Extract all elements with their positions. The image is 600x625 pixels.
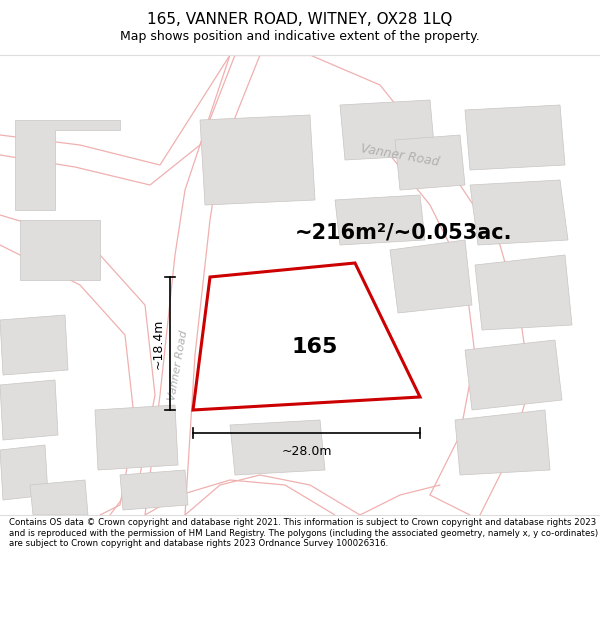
Polygon shape: [455, 410, 550, 475]
Text: Map shows position and indicative extent of the property.: Map shows position and indicative extent…: [120, 30, 480, 43]
Text: Vanner Road: Vanner Road: [167, 329, 189, 401]
Polygon shape: [30, 480, 88, 515]
Polygon shape: [200, 115, 315, 205]
Polygon shape: [470, 180, 568, 245]
Polygon shape: [0, 315, 68, 375]
Polygon shape: [95, 405, 178, 470]
Polygon shape: [475, 255, 572, 330]
Polygon shape: [465, 105, 565, 170]
Text: ~28.0m: ~28.0m: [281, 445, 332, 458]
Text: 165, VANNER ROAD, WITNEY, OX28 1LQ: 165, VANNER ROAD, WITNEY, OX28 1LQ: [148, 12, 452, 27]
Polygon shape: [335, 195, 425, 245]
Text: ~18.4m: ~18.4m: [151, 318, 164, 369]
Polygon shape: [120, 470, 188, 510]
Polygon shape: [0, 380, 58, 440]
Polygon shape: [340, 100, 435, 160]
Text: Vanner Road: Vanner Road: [359, 142, 440, 168]
Text: ~216m²/~0.053ac.: ~216m²/~0.053ac.: [295, 223, 512, 243]
Polygon shape: [15, 120, 120, 210]
Polygon shape: [395, 135, 465, 190]
Polygon shape: [230, 420, 325, 475]
Text: 165: 165: [292, 337, 338, 357]
Text: Contains OS data © Crown copyright and database right 2021. This information is : Contains OS data © Crown copyright and d…: [9, 518, 598, 548]
Polygon shape: [20, 220, 100, 280]
Polygon shape: [193, 263, 420, 410]
Polygon shape: [0, 445, 48, 500]
Polygon shape: [465, 340, 562, 410]
Polygon shape: [390, 240, 472, 313]
